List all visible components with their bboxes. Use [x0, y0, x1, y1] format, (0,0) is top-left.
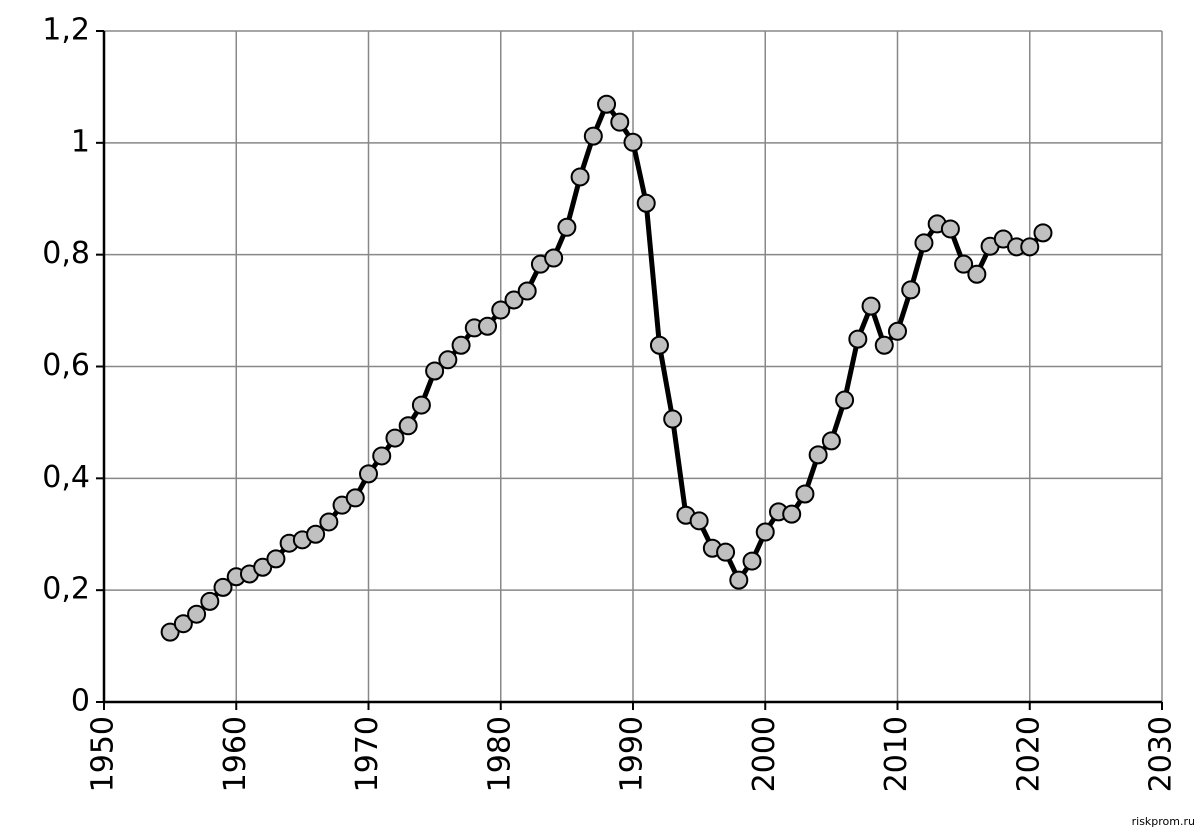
point: [940, 219, 960, 239]
point: [173, 614, 193, 634]
point: [729, 570, 749, 590]
y-tick-label: 1,2: [42, 13, 90, 48]
point: [848, 329, 868, 349]
y-tick-label: 0: [71, 684, 90, 719]
point: [266, 549, 286, 569]
watermark: riskprom.ru: [1132, 815, 1195, 828]
x-tick-label: 1990: [615, 716, 650, 792]
point: [372, 446, 392, 466]
point: [967, 264, 987, 284]
point: [451, 335, 471, 355]
point: [1020, 237, 1040, 257]
point: [888, 321, 907, 341]
y-tick-label: 0,6: [42, 348, 90, 383]
x-tick-label: 2030: [1144, 716, 1179, 792]
point: [795, 484, 815, 504]
line: [168, 101, 1045, 635]
point: [610, 112, 630, 132]
y-tick-label: 1: [71, 124, 90, 159]
point: [742, 551, 762, 571]
point: [755, 522, 775, 542]
point: [557, 217, 577, 237]
point: [874, 335, 894, 355]
x-tick-label: 1970: [350, 716, 385, 792]
point: [663, 409, 683, 429]
point: [901, 280, 921, 300]
point: [835, 390, 855, 410]
x-tick-label: 2000: [747, 716, 782, 792]
x-tick-label: 1960: [218, 716, 253, 792]
point: [306, 524, 326, 544]
y-tick-label: 0,8: [42, 236, 90, 271]
point: [544, 248, 564, 268]
point: [319, 512, 339, 532]
point: [583, 126, 603, 146]
point: [438, 350, 458, 370]
point: [649, 335, 669, 355]
point: [345, 488, 365, 508]
point: [808, 445, 828, 465]
point: [398, 416, 418, 436]
point: [253, 557, 273, 577]
point: [425, 361, 445, 381]
point: [636, 193, 656, 213]
point: [954, 254, 974, 274]
point: [385, 428, 405, 448]
point: [411, 395, 431, 415]
point: [689, 511, 709, 531]
point: [491, 300, 511, 320]
y-tick-label: 0,4: [42, 460, 90, 495]
point: [359, 464, 378, 484]
point: [517, 281, 537, 301]
point: [187, 604, 207, 624]
point: [716, 542, 736, 562]
point: [821, 431, 841, 451]
point: [597, 94, 617, 114]
point: [914, 233, 934, 253]
point: [623, 132, 643, 152]
x-tick-label: 1980: [482, 716, 517, 792]
x-tick-label: 2020: [1011, 716, 1046, 792]
y-tick-label: 0,2: [42, 572, 90, 607]
point: [504, 290, 524, 310]
point: [861, 296, 881, 316]
point: [200, 591, 220, 611]
point: [160, 622, 180, 642]
point: [570, 167, 590, 187]
point: [782, 504, 802, 524]
x-tick-label: 1950: [86, 716, 121, 792]
point: [478, 316, 498, 336]
x-tick-label: 2010: [879, 716, 914, 792]
point: [1033, 223, 1053, 243]
point: [213, 577, 233, 597]
